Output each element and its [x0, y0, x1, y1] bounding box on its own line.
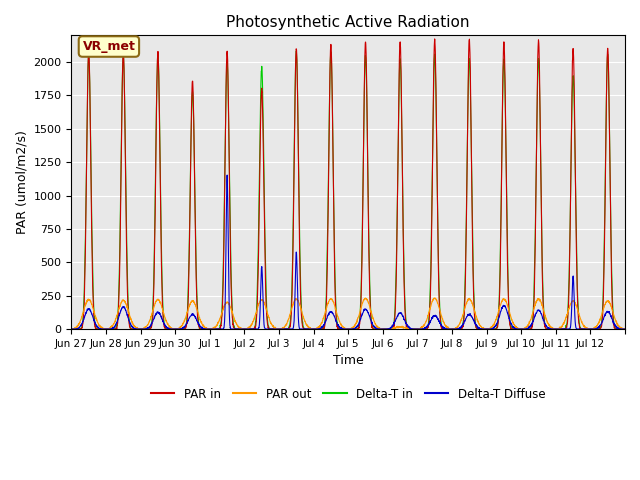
PAR out	[504, 303, 511, 309]
PAR out	[244, 326, 252, 332]
Delta-T in	[420, 326, 428, 332]
PAR out	[181, 317, 189, 323]
Delta-T Diffuse	[223, 172, 231, 178]
PAR in	[537, 163, 545, 169]
PAR out	[468, 300, 476, 306]
PAR in	[504, 262, 511, 268]
Line: Delta-T in: Delta-T in	[72, 51, 625, 329]
Delta-T Diffuse	[537, 310, 545, 316]
Line: Delta-T Diffuse: Delta-T Diffuse	[72, 175, 625, 329]
Delta-T in	[615, 326, 623, 332]
PAR in	[181, 326, 189, 332]
PAR out	[537, 298, 545, 304]
Legend: PAR in, PAR out, Delta-T in, Delta-T Diffuse: PAR in, PAR out, Delta-T in, Delta-T Dif…	[146, 383, 550, 405]
PAR in	[621, 326, 629, 332]
Title: Photosynthetic Active Radiation: Photosynthetic Active Radiation	[227, 15, 470, 30]
Delta-T Diffuse	[421, 326, 429, 332]
Delta-T in	[621, 326, 629, 332]
PAR in	[113, 326, 120, 332]
Delta-T Diffuse	[419, 326, 427, 332]
Delta-T in	[292, 48, 300, 54]
Delta-T in	[68, 326, 76, 332]
Delta-T Diffuse	[181, 324, 189, 330]
Line: PAR in: PAR in	[72, 39, 625, 329]
PAR out	[68, 326, 76, 332]
Delta-T Diffuse	[621, 326, 629, 332]
Delta-T Diffuse	[468, 314, 476, 320]
PAR in	[419, 326, 427, 332]
Delta-T Diffuse	[615, 326, 623, 332]
PAR out	[621, 326, 629, 332]
Delta-T in	[196, 326, 204, 332]
Text: VR_met: VR_met	[83, 40, 135, 53]
PAR in	[68, 326, 76, 332]
Delta-T Diffuse	[504, 310, 511, 315]
PAR out	[431, 295, 438, 301]
Y-axis label: PAR (umol/m2/s): PAR (umol/m2/s)	[15, 130, 28, 234]
X-axis label: Time: Time	[333, 354, 364, 367]
PAR out	[615, 323, 623, 329]
Delta-T in	[181, 325, 189, 331]
PAR in	[431, 36, 438, 42]
Delta-T in	[504, 250, 511, 256]
Line: PAR out: PAR out	[72, 298, 625, 329]
Delta-T in	[468, 208, 476, 214]
PAR in	[615, 326, 623, 332]
Delta-T in	[537, 159, 545, 165]
PAR out	[419, 324, 427, 329]
PAR in	[468, 216, 476, 222]
Delta-T Diffuse	[68, 326, 76, 332]
